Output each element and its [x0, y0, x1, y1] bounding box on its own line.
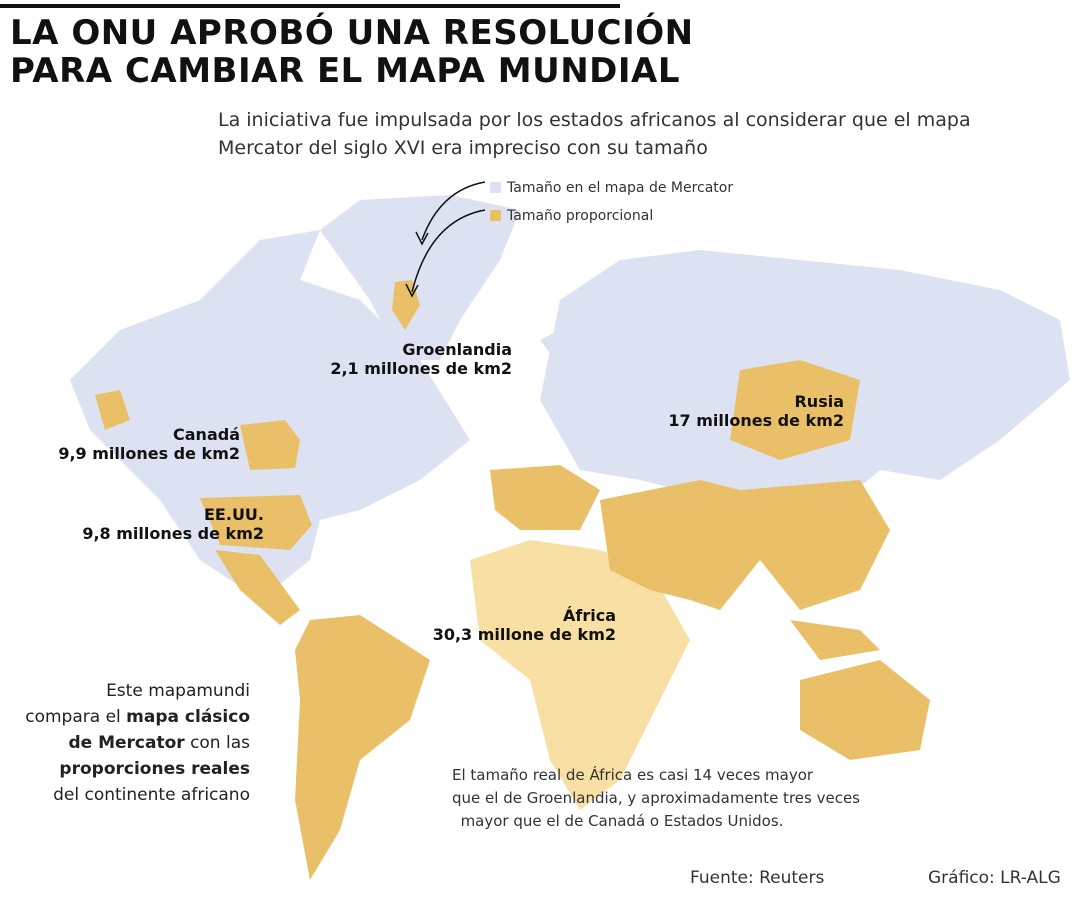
title-line: PARA CAMBIAR EL MAPA MUNDIAL	[10, 51, 681, 91]
canada	[240, 420, 300, 470]
china	[740, 480, 890, 610]
map-label: África 30,3 millone de km2	[433, 606, 616, 644]
side-note-line: proporciones reales	[25, 756, 250, 782]
alaska	[95, 390, 130, 430]
south-america	[295, 615, 430, 880]
emphasis: proporciones reales	[59, 759, 250, 779]
greenland	[320, 195, 520, 360]
arrow	[421, 181, 486, 241]
legend-item: Tamaño en el mapa de Mercator	[490, 174, 733, 202]
map-label: Rusia 17 millones de km2	[668, 392, 844, 430]
arrow-head	[415, 231, 429, 246]
footnote-line: que el de Groenlandia, y aproximadamente…	[452, 789, 860, 807]
text: Este mapamundi	[106, 681, 250, 701]
north-america	[70, 230, 470, 600]
side-note-line: compara el mapa clásico	[25, 704, 250, 730]
mercator-land	[70, 195, 1070, 600]
legend: Tamaño en el mapa de Mercator Tamaño prop…	[490, 174, 733, 230]
title: LA ONU APROBÓ UNA RESOLUCIÓN PARA CAMBIA…	[10, 14, 694, 90]
footnote: El tamaño real de África es casi 14 vece…	[452, 764, 860, 833]
top-rule	[0, 4, 620, 8]
map-label: EE.UU. 9,8 millones de km2	[82, 505, 264, 543]
text: compara el	[25, 707, 121, 727]
credit: Gráfico: LR-ALG	[928, 868, 1061, 888]
subtitle-line: Mercator del siglo XVI era impreciso con…	[218, 137, 708, 159]
title-line: LA ONU APROBÓ UNA RESOLUCIÓN	[10, 13, 694, 53]
indonesia	[790, 620, 880, 660]
label-name: EE.UU.	[204, 505, 264, 524]
europe	[490, 465, 600, 530]
map-label: Canadá 9,9 millones de km2	[58, 425, 240, 463]
label-size: 9,9 millones de km2	[58, 444, 240, 463]
label-size: 30,3 millone de km2	[432, 625, 616, 644]
map-label: Groenlandia 2,1 millones de km2	[330, 340, 512, 378]
legend-label: Tamaño en el mapa de Mercator	[507, 180, 734, 196]
side-note: Este mapamundi compara el mapa clásico de …	[25, 678, 250, 808]
middle-east	[600, 480, 780, 610]
proportional-land	[95, 280, 930, 880]
label-name: Rusia	[794, 392, 844, 411]
footnote-line: mayor que el de Canadá o Estados Unidos.	[460, 812, 784, 830]
australia	[800, 660, 930, 760]
text: del continente africano	[53, 785, 250, 805]
legend-swatch	[490, 182, 501, 193]
label-name: Groenlandia	[402, 340, 512, 359]
text: con las	[190, 733, 250, 753]
legend-item: Tamaño proporcional	[490, 202, 733, 230]
label-size: 9,8 millones de km2	[82, 524, 264, 543]
legend-swatch	[490, 210, 501, 221]
label-size: 17 millones de km2	[668, 411, 844, 430]
arrow	[411, 209, 486, 293]
footnote-line: El tamaño real de África es casi 14 vece…	[452, 766, 814, 784]
label-name: África	[563, 606, 616, 625]
usa	[200, 495, 312, 550]
label-name: Canadá	[173, 425, 240, 444]
africa	[470, 540, 690, 810]
scandinavia	[540, 320, 600, 380]
label-size: 2,1 millones de km2	[330, 359, 512, 378]
subtitle-line: La iniciativa fue impulsada por los esta…	[218, 109, 971, 131]
source: Fuente: Reuters	[690, 868, 825, 888]
side-note-line: Este mapamundi	[25, 678, 250, 704]
side-note-line: del continente africano	[25, 782, 250, 808]
side-note-line: de Mercator con las	[25, 730, 250, 756]
russia	[730, 360, 860, 460]
emphasis: de Mercator	[68, 733, 185, 753]
subtitle: La iniciativa fue impulsada por los esta…	[218, 106, 971, 162]
legend-label: Tamaño proporcional	[507, 208, 654, 224]
greenland-true	[392, 280, 420, 330]
mexico	[215, 550, 300, 625]
emphasis: mapa clásico	[126, 707, 250, 727]
arrow-head	[405, 283, 419, 298]
